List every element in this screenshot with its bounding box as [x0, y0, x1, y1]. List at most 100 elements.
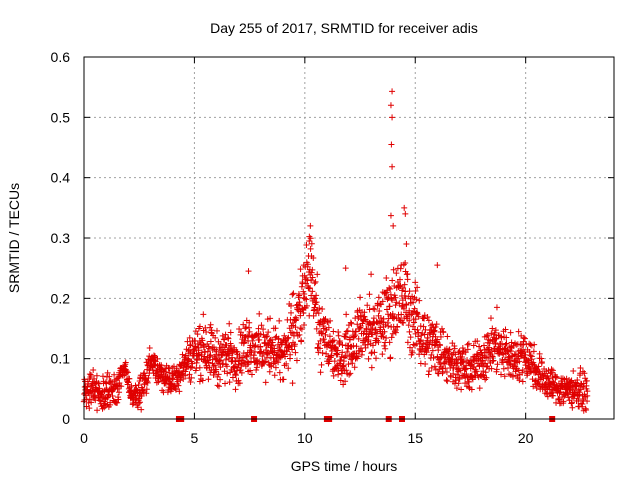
data-point: [237, 367, 244, 374]
data-point: [248, 371, 255, 378]
data-point: [282, 353, 289, 360]
data-point: [434, 336, 441, 343]
data-point: [438, 364, 445, 371]
data-point: [103, 380, 110, 387]
data-point: [213, 366, 220, 373]
data-point: [275, 335, 282, 342]
data-point: [236, 353, 243, 360]
data-point: [389, 88, 396, 95]
data-point: [434, 262, 441, 269]
data-point: [363, 326, 370, 333]
data-point: [391, 328, 398, 335]
data-point: [139, 387, 146, 394]
data-point: [469, 373, 476, 380]
data-point: [92, 392, 99, 399]
data-point: [166, 369, 173, 376]
data-point: [93, 372, 100, 379]
y-tick-label: 0.3: [51, 230, 71, 246]
data-point: [456, 375, 463, 382]
data-point: [365, 336, 372, 343]
data-point: [476, 385, 483, 392]
data-point: [233, 348, 240, 355]
data-point: [243, 324, 250, 331]
data-point: [389, 277, 396, 284]
data-point: [275, 359, 282, 366]
data-point: [584, 398, 591, 405]
data-point: [579, 401, 586, 408]
data-point: [200, 344, 207, 351]
data-point: [392, 302, 399, 309]
data-point: [357, 294, 364, 301]
data-point: [403, 301, 410, 308]
data-point: [309, 266, 316, 273]
data-point: [194, 340, 201, 347]
data-point: [417, 338, 424, 345]
data-point: [226, 320, 233, 327]
data-point: [327, 317, 334, 324]
data-point: [298, 337, 305, 344]
data-point: [124, 369, 131, 376]
data-point: [303, 274, 310, 281]
data-point: [215, 371, 222, 378]
data-point: [359, 348, 366, 355]
data-point: [316, 305, 323, 312]
data-point: [232, 358, 239, 365]
data-point: [504, 365, 511, 372]
data-point: [300, 310, 307, 317]
data-point: [200, 341, 207, 348]
data-point: [477, 349, 484, 356]
data-point: [338, 370, 345, 377]
data-point: [262, 358, 269, 365]
data-point: [460, 358, 467, 365]
data-point: [204, 348, 211, 355]
data-point: [503, 334, 510, 341]
data-point: [490, 357, 497, 364]
data-point: [416, 297, 423, 304]
data-point: [309, 288, 316, 295]
data-point: [264, 333, 271, 340]
data-point: [535, 363, 542, 370]
data-point: [293, 357, 300, 364]
data-point: [246, 328, 253, 335]
data-point: [414, 311, 421, 318]
data-point: [242, 352, 249, 359]
data-point: [304, 261, 311, 268]
data-point: [424, 313, 431, 320]
data-point: [138, 406, 145, 413]
data-point: [437, 342, 444, 349]
data-point: [425, 345, 432, 352]
data-point: [416, 351, 423, 358]
data-point: [548, 366, 555, 373]
data-point: [137, 399, 144, 406]
data-point: [363, 325, 370, 332]
data-point: [568, 400, 575, 407]
data-point: [292, 349, 299, 356]
data-point: [489, 325, 496, 332]
data-point: [263, 333, 270, 340]
data-point: [459, 359, 466, 366]
data-point: [404, 339, 411, 346]
data-point: [195, 347, 202, 354]
data-point: [232, 386, 239, 393]
data-point: [390, 266, 397, 273]
data-point: [396, 283, 403, 290]
data-point: [468, 386, 475, 393]
data-point: [316, 345, 323, 352]
data-point: [184, 360, 191, 367]
data-point: [446, 355, 453, 362]
data-point: [356, 325, 363, 332]
data-point: [428, 364, 435, 371]
data-point: [431, 342, 438, 349]
data-point: [266, 368, 273, 375]
data-point: [533, 385, 540, 392]
data-point: [199, 337, 206, 344]
data-point: [337, 377, 344, 384]
data-point: [526, 349, 533, 356]
data-point: [420, 340, 427, 347]
data-point: [340, 381, 347, 388]
data-point: [262, 379, 269, 386]
data-point: [530, 348, 537, 355]
data-point: [410, 299, 417, 306]
data-point: [383, 274, 390, 281]
data-point: [256, 336, 263, 343]
